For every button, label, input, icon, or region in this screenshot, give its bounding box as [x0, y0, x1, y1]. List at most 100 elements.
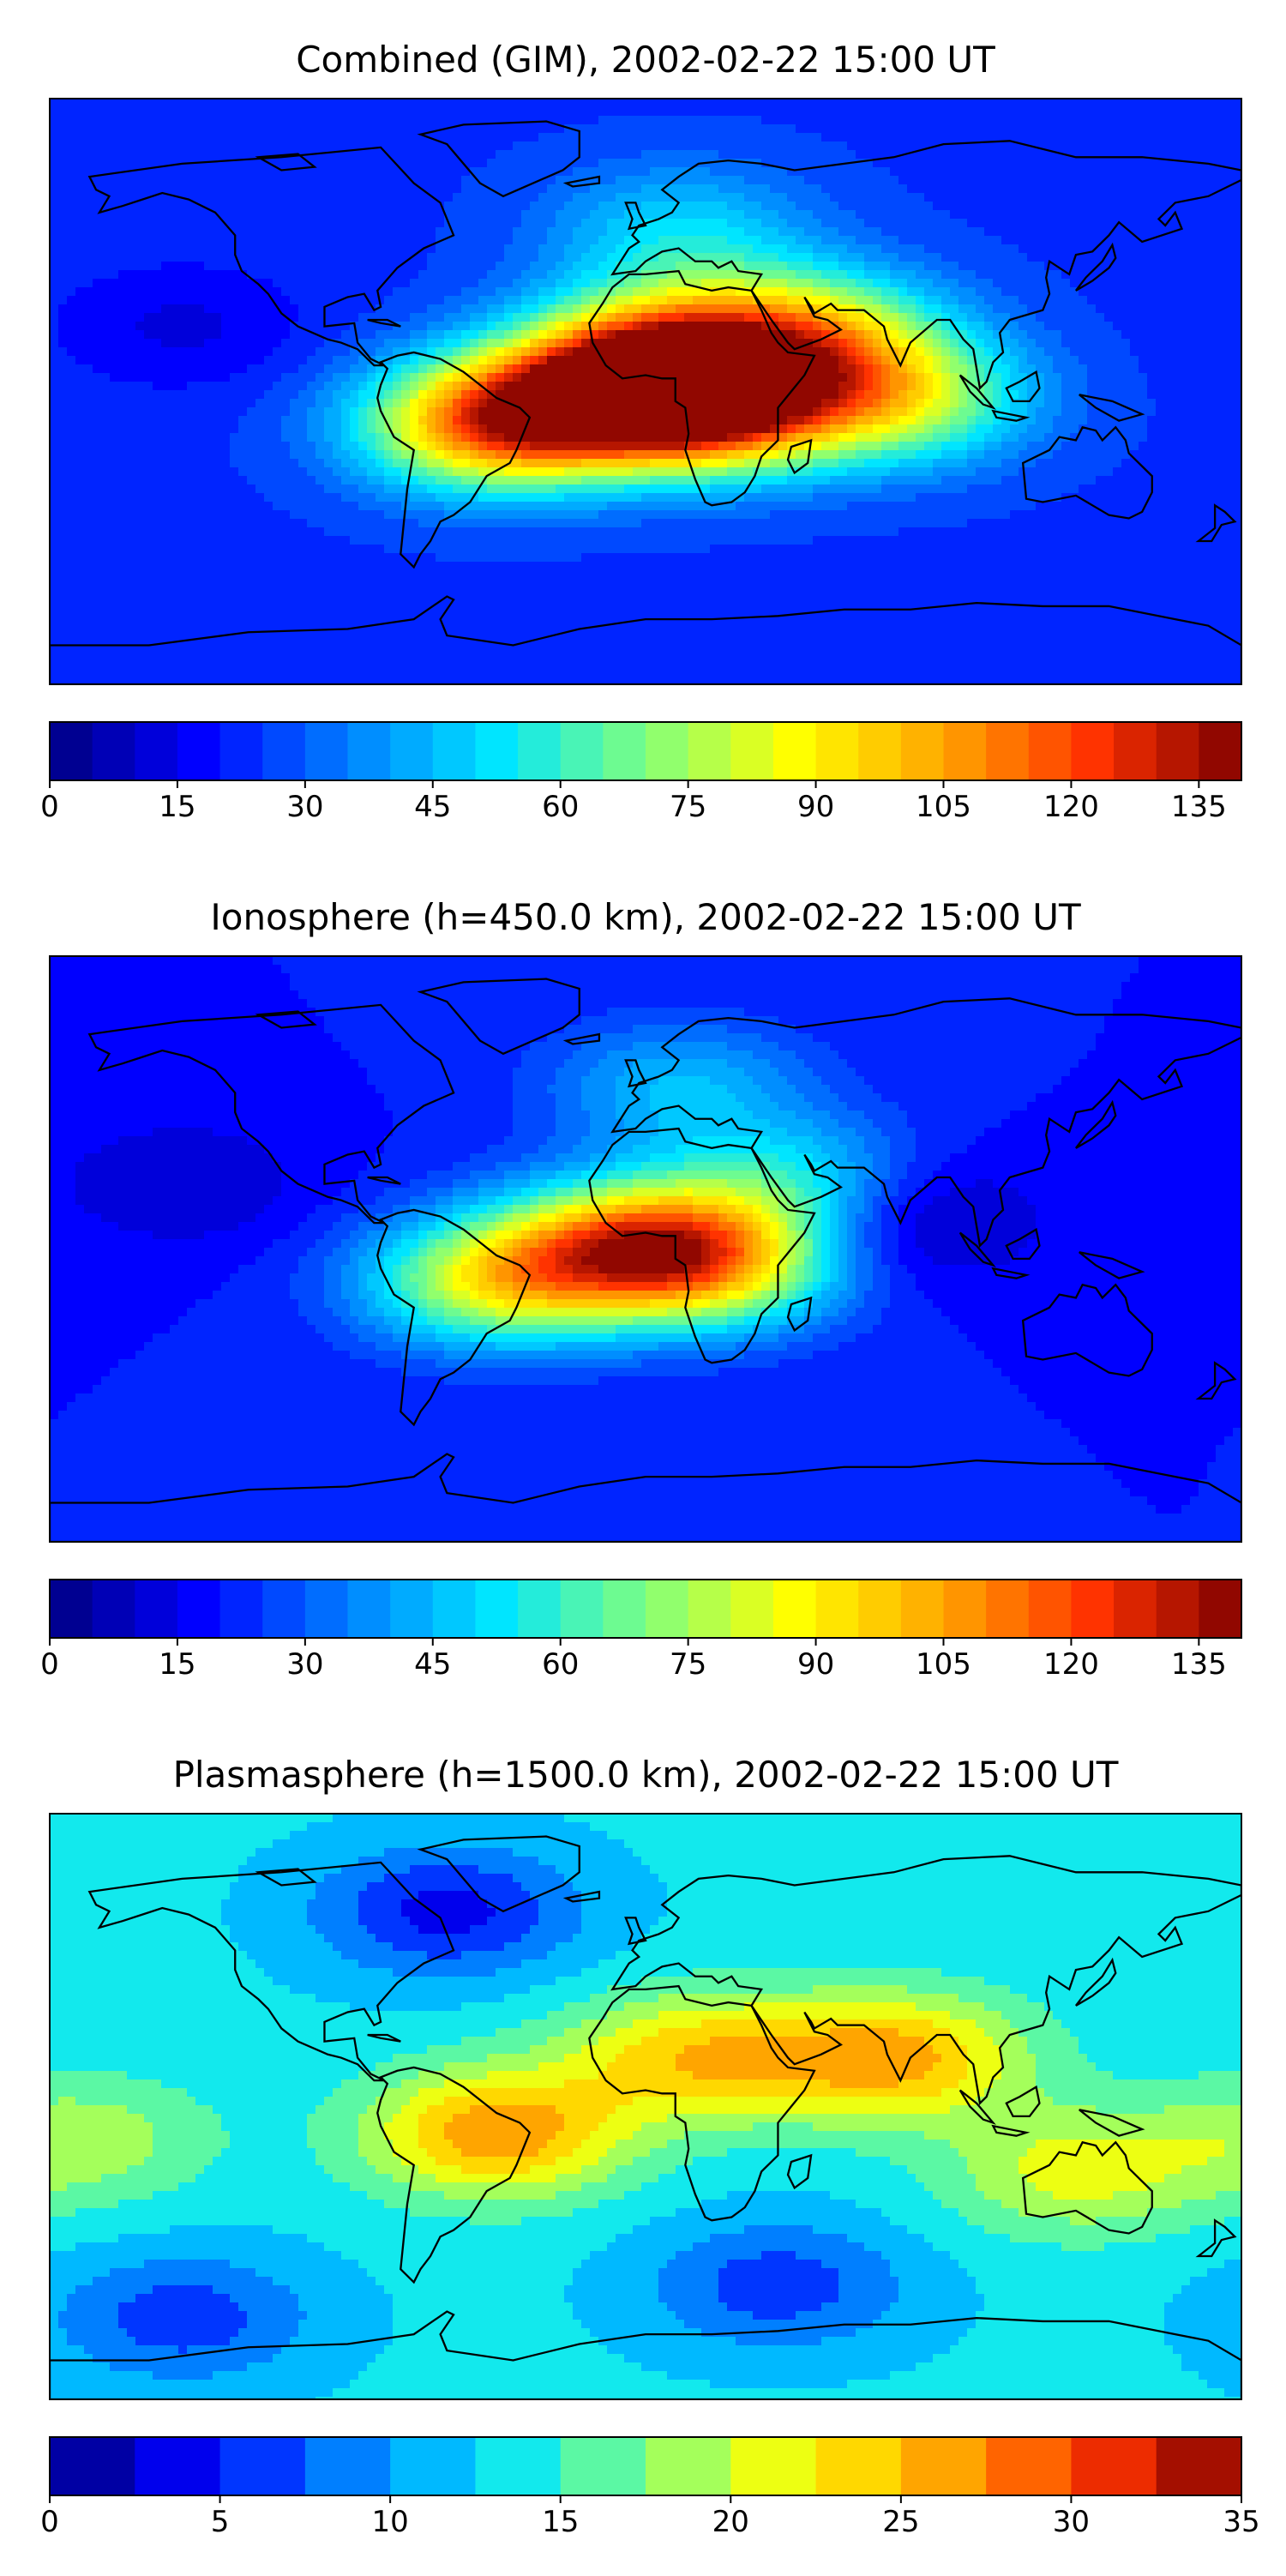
contour-cell: [796, 322, 805, 331]
contour-cell: [75, 279, 85, 288]
contour-cell: [1087, 244, 1097, 254]
contour-cell: [1164, 339, 1174, 348]
contour-cell: [950, 364, 959, 374]
contour-cell: [161, 347, 171, 357]
contour-cell: [290, 373, 299, 382]
contour-cell: [427, 202, 436, 211]
contour-cell: [1207, 262, 1217, 271]
contour-cell: [598, 99, 608, 108]
contour-cell: [93, 193, 102, 202]
contour-cell: [504, 210, 514, 220]
contour-cell: [1147, 253, 1157, 262]
contour-cell: [1224, 236, 1234, 245]
contour-cell: [821, 287, 831, 297]
contour-cell: [993, 176, 1002, 185]
contour-cell: [204, 159, 213, 168]
contour-cell: [238, 236, 248, 245]
contour-cell: [273, 262, 282, 271]
contour-cell: [1061, 399, 1071, 408]
contour-cell: [1216, 244, 1225, 254]
contour-cell: [393, 330, 402, 340]
contour-cell: [941, 133, 951, 142]
contour-cell: [1156, 270, 1165, 280]
contour-cell: [144, 356, 153, 365]
contour-cell: [1216, 176, 1225, 185]
contour-cell: [676, 124, 685, 134]
contour-cell: [530, 227, 539, 237]
contour-cell: [813, 287, 822, 297]
contour-cell: [453, 167, 462, 177]
contour-cell: [1121, 159, 1131, 168]
contour-cell: [1027, 356, 1037, 365]
contour-cell: [838, 202, 848, 211]
contour-cell: [187, 176, 196, 185]
contour-cell: [264, 133, 273, 142]
contour-cell: [916, 382, 925, 391]
contour-cell: [255, 313, 265, 322]
contour-cell: [710, 399, 719, 408]
contour-cell: [436, 159, 445, 168]
contour-cell: [796, 304, 805, 314]
contour-cell: [84, 304, 93, 314]
contour-cell: [298, 399, 308, 408]
contour-cell: [1207, 124, 1217, 134]
contour-cell: [650, 322, 659, 331]
contour-cell: [350, 236, 359, 245]
contour-cell: [1224, 150, 1234, 159]
contour-cell: [1233, 176, 1241, 185]
contour-cell: [436, 270, 445, 280]
contour-cell: [487, 227, 496, 237]
contour-cell: [153, 330, 162, 340]
contour-cell: [556, 193, 565, 202]
contour-cell: [804, 159, 814, 168]
contour-cell: [676, 287, 685, 297]
contour-cell: [770, 287, 779, 297]
contour-cell: [778, 150, 788, 159]
contour-cell: [427, 193, 436, 202]
contour-cell: [770, 107, 779, 117]
contour-cell: [804, 304, 814, 314]
contour-cell: [778, 236, 788, 245]
contour-cell: [1061, 287, 1071, 297]
contour-cell: [641, 339, 651, 348]
contour-cell: [1207, 364, 1217, 374]
contour-cell: [350, 382, 359, 391]
contour-cell: [924, 382, 934, 391]
contour-cell: [410, 99, 419, 108]
contour-cell: [624, 347, 634, 357]
contour-cell: [676, 382, 685, 391]
contour-cell: [873, 382, 882, 391]
contour-cell: [298, 176, 308, 185]
contour-cell: [890, 184, 899, 194]
contour-cell: [830, 382, 839, 391]
contour-cell: [598, 322, 608, 331]
contour-cell: [1036, 107, 1045, 117]
contour-cell: [1233, 390, 1241, 400]
contour-cell: [753, 279, 762, 288]
contour-cell: [298, 133, 308, 142]
contour-cell: [890, 364, 899, 374]
contour-cell: [213, 116, 222, 125]
contour-cell: [667, 184, 676, 194]
contour-cell: [298, 364, 308, 374]
contour-cell: [890, 236, 899, 245]
contour-cell: [1164, 262, 1174, 271]
contour-cell: [75, 210, 85, 220]
contour-cell: [770, 279, 779, 288]
contour-cell: [684, 193, 694, 202]
contour-cell: [650, 167, 659, 177]
contour-cell: [384, 373, 394, 382]
contour-cell: [1156, 322, 1165, 331]
contour-cell: [564, 313, 574, 322]
contour-cell: [804, 322, 814, 331]
contour-cell: [358, 141, 368, 151]
contour-cell: [530, 322, 539, 331]
contour-cell: [1104, 116, 1114, 125]
contour-cell: [58, 262, 68, 271]
panel-title: Combined (GIM), 2002-02-22 15:00 UT: [296, 39, 995, 81]
contour-cell: [907, 253, 916, 262]
contour-cell: [247, 322, 256, 331]
contour-cell: [821, 347, 831, 357]
contour-cell: [58, 382, 68, 391]
contour-cell: [101, 236, 111, 245]
